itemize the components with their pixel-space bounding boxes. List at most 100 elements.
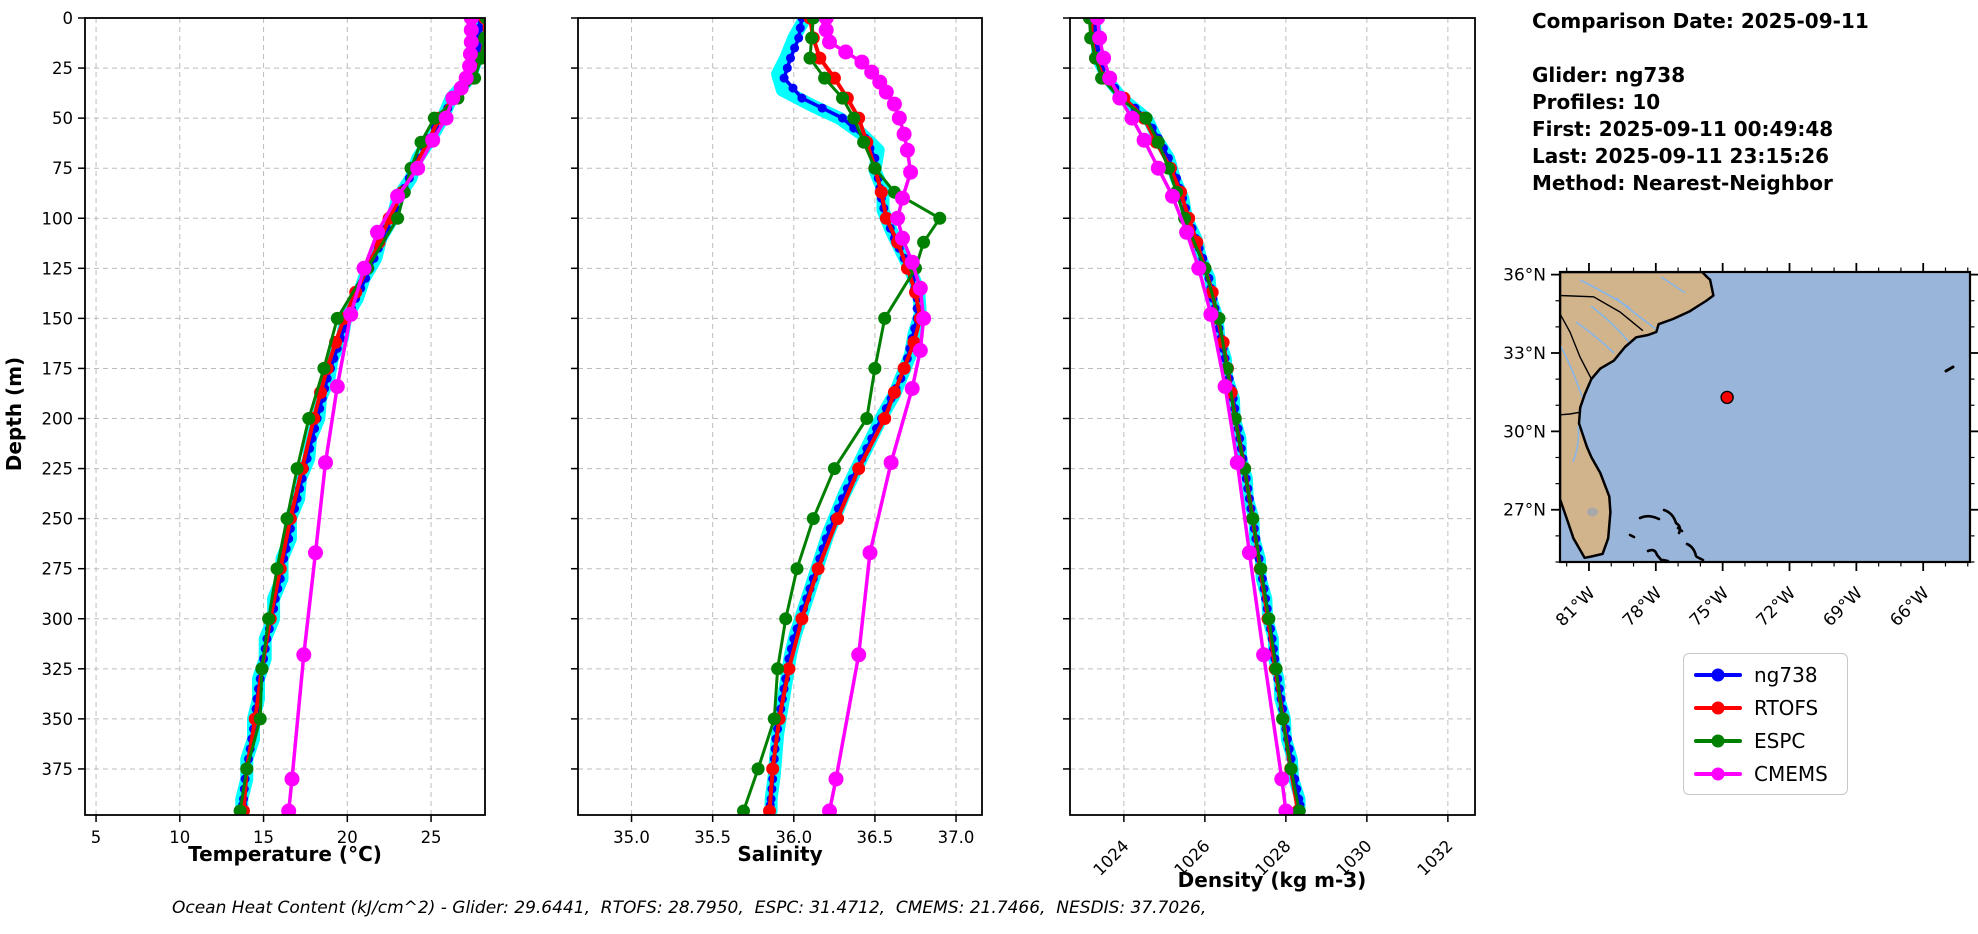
svg-text:25: 25 [52,59,73,78]
series-line-RTOFS [1089,18,1300,813]
temperature-profile-chart: 5 10 15 20 250255075100125150175200225250275… [42,9,486,847]
first-time-text: First: 2025-09-11 00:49:48 [1532,117,1834,141]
svg-text:25: 25 [421,828,442,847]
density-axis-label: Density (kg m-3) [1177,868,1367,892]
legend-label: CMEMS [1754,761,1828,786]
legend-dot-marker [1711,767,1725,780]
legend-dot-marker [1711,668,1725,681]
svg-text:15: 15 [253,828,274,847]
legend-dot-marker [1711,734,1725,747]
legend-item-RTOFS: RTOFS [1684,693,1847,723]
svg-text:75: 75 [52,159,73,178]
svg-text:37.0: 37.0 [938,828,975,847]
series-markers-ESPC [1082,18,1306,815]
axis-ticks [571,17,957,822]
svg-text:27°N: 27°N [1503,501,1546,521]
info-spacer [1532,35,1869,62]
map-canvas: 36°N33°N30°N27°N81°W 78°W 75°W 72°W 69°W 66°W [1503,263,1978,631]
location-map: 36°N 33°N 30°N 27°N 81°W 78°W 75°W 72°W 69°W 66°W [1503,263,1978,631]
profiles-text: Profiles: 10 [1532,90,1661,114]
legend-label: ESPC [1754,728,1806,753]
svg-text:375: 375 [42,760,74,779]
axes-spines [84,17,486,816]
legend-item-CMEMS: CMEMS [1684,759,1847,789]
svg-text:36.5: 36.5 [857,828,894,847]
svg-text:30°N: 30°N [1503,422,1546,442]
legend-line-swatch [1694,767,1742,780]
series-markers-RTOFS [1085,18,1305,815]
axis-ticks [1063,17,1449,822]
svg-text:325: 325 [42,660,74,679]
map-land-seus-coast [1560,272,1715,560]
map-border [1558,270,1972,564]
svg-text:175: 175 [42,359,74,378]
svg-text:250: 250 [42,510,74,529]
series-line-ESPC [238,18,485,813]
series-markers-ESPC [233,18,485,815]
map-rivers [1560,276,1686,463]
density-profile-chart: 1024 1026 1028 1030 1032 [1063,17,1476,880]
depth-axis-label: Depth (m) [2,356,26,472]
svg-text:300: 300 [42,610,74,629]
series-group [737,18,947,815]
ocean-heat-content-note: Ocean Heat Content (kJ/cm^2) - Glider: 2… [172,898,1207,918]
svg-text:36.0: 36.0 [775,828,812,847]
legend-dot-marker [1711,701,1725,714]
legend-item-ng738: ng738 [1684,660,1847,690]
x-tick-labels: 35.0 35.5 36.0 36.5 37.0 [613,828,974,847]
x-tick-labels: 5 10 15 20 25 [91,828,442,847]
series-line-CMEMS [1095,18,1288,813]
svg-text:36°N: 36°N [1503,266,1546,286]
series-markers-ng738 [237,18,485,815]
series-group [233,18,485,815]
legend-line-swatch [1694,701,1742,714]
legend-line-swatch [1694,668,1742,681]
depth-tick-labels: 0 25 50 75 100 125 150 175 200 225 250 275 300 325 350… [42,9,74,779]
salinity-profile-chart: 35.0 35.5 36.0 36.5 37.0 [571,17,983,847]
svg-text:50: 50 [52,109,73,128]
series-markers-CMEMS [1090,18,1294,815]
grid [1070,18,1475,815]
temperature-axis-label: Temperature (°C) [188,842,382,866]
series-line-glider-profiles [235,18,485,815]
map-state-borders [1560,294,1644,416]
map-lake-okeechobee [1587,507,1598,517]
svg-text:33°N: 33°N [1503,344,1546,364]
svg-text:10: 10 [169,828,190,847]
series-markers-CMEMS [281,18,479,815]
svg-text:350: 350 [42,710,74,729]
series-line-RTOFS [241,18,485,813]
series-line-ESPC [1087,18,1301,813]
map-bermuda-island [1944,365,1955,373]
legend: ng738 RTOFS ESPC CMEMS [1683,653,1848,795]
info-block: Comparison Date: 2025-09-11 Glider: ng73… [1532,8,1869,197]
svg-text:125: 125 [42,259,74,278]
legend-line-swatch [1694,734,1742,747]
series-markers-RTOFS [237,18,485,815]
svg-text:225: 225 [42,460,74,479]
svg-text:5: 5 [91,828,102,847]
legend-label: RTOFS [1754,695,1819,720]
last-time-text: Last: 2025-09-11 23:15:26 [1532,144,1830,168]
glider-location-marker [1720,390,1734,405]
series-markers-ESPC [737,18,947,815]
map-bahamas-islands [1628,508,1705,562]
series-group [1082,18,1306,815]
series-line-ng738 [240,18,482,813]
legend-item-ESPC: ESPC [1684,726,1847,756]
axis-ticks [78,17,432,822]
svg-text:150: 150 [42,309,74,328]
svg-text:275: 275 [42,560,74,579]
svg-text:35.5: 35.5 [694,828,731,847]
legend-label: ng738 [1754,662,1818,687]
axes-spines [577,17,983,816]
svg-text:0: 0 [63,9,74,28]
series-markers-CMEMS [818,18,932,815]
svg-text:200: 200 [42,410,74,429]
series-line-ng738 [767,18,919,813]
glider-text: Glider: ng738 [1532,63,1686,87]
series-markers-ng738 [1091,18,1306,815]
svg-text:20: 20 [337,828,358,847]
